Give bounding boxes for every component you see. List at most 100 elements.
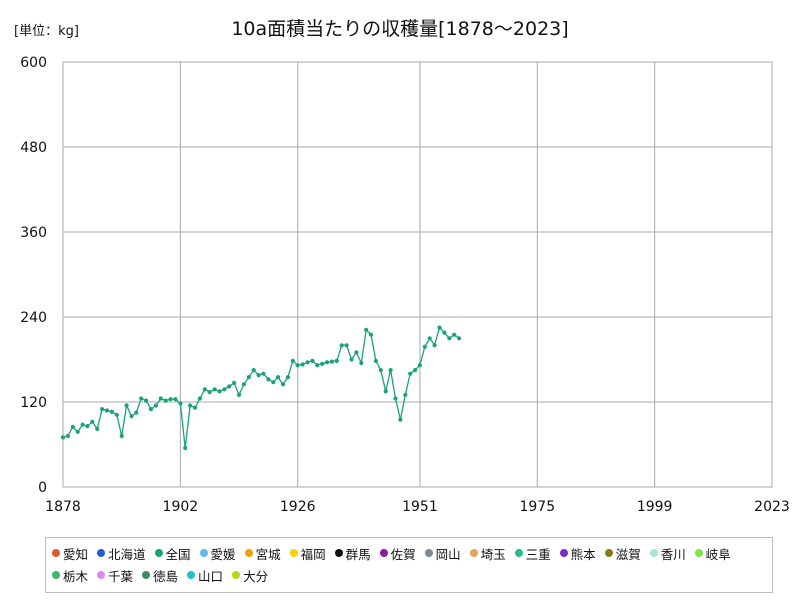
data-point	[266, 377, 271, 382]
data-point	[148, 407, 154, 412]
data-point	[398, 417, 403, 422]
data-point	[393, 396, 398, 401]
legend-label: 千葉	[108, 568, 134, 584]
data-point	[227, 384, 232, 389]
data-point	[212, 387, 217, 392]
data-point	[285, 375, 290, 380]
data-point	[359, 360, 364, 366]
legend-marker-icon	[424, 549, 433, 557]
y-tick-label: 0	[38, 480, 47, 496]
data-point	[153, 403, 158, 408]
legend-label: 三重	[525, 546, 551, 562]
data-point	[104, 408, 110, 413]
data-point	[119, 433, 124, 439]
y-tick-label: 120	[20, 395, 47, 411]
legend-item: 岡山	[424, 544, 461, 562]
legend-item: 大分	[232, 566, 268, 584]
legend-item: 熊本	[559, 544, 596, 562]
x-tick-label: 2023	[754, 499, 790, 515]
unit-label: [単位：kg]	[14, 24, 79, 39]
legend-marker-icon	[154, 549, 163, 557]
data-point	[197, 396, 202, 401]
legend-label: 埼玉	[480, 546, 506, 562]
data-point	[432, 343, 437, 348]
data-point	[75, 429, 80, 434]
data-point	[388, 368, 393, 373]
data-point	[158, 396, 163, 401]
x-tick-label: 1926	[280, 499, 316, 515]
legend-label: 岐阜	[705, 546, 731, 562]
data-point	[134, 410, 139, 415]
legend-label: 北海道	[108, 546, 146, 562]
legend-marker-icon	[469, 549, 478, 557]
data-point	[344, 343, 349, 348]
legend-item: 徳島	[142, 566, 178, 584]
axis-labels: 0 120 240 360 480 600 1878 1902 1926 1951 1975 1999…	[20, 55, 790, 515]
legend-marker-icon	[604, 549, 613, 557]
y-tick-label: 240	[20, 310, 47, 326]
legend-marker-icon	[97, 571, 106, 579]
legend-marker-icon	[244, 549, 253, 557]
legend-label: 愛知	[63, 546, 89, 562]
legend-marker-icon	[379, 549, 388, 557]
data-point	[368, 332, 374, 337]
data-point	[378, 368, 383, 373]
legend-item: 宮城	[244, 544, 281, 562]
data-point	[65, 433, 70, 439]
data-point	[329, 359, 334, 364]
legend-label: 滋賀	[615, 546, 641, 562]
data-point	[334, 358, 339, 363]
legend-label: 栃木	[63, 568, 89, 584]
legend-label: 宮城	[255, 546, 281, 562]
data-point	[295, 363, 300, 368]
data-point	[70, 424, 75, 429]
data-point	[207, 390, 212, 395]
data-point	[413, 368, 418, 373]
data-point	[163, 398, 168, 403]
data-point	[246, 375, 251, 380]
legend-item: 北海道	[97, 544, 146, 562]
legend-item: 栃木	[52, 566, 88, 584]
data-point	[90, 419, 95, 424]
data-point	[437, 325, 442, 330]
data-point	[222, 387, 227, 392]
data-point	[241, 382, 246, 387]
legend-marker-icon	[142, 571, 151, 579]
legend-label: 群馬	[345, 546, 371, 562]
legend-item: 福岡	[289, 544, 326, 562]
legend-marker-icon	[52, 549, 60, 557]
legend-marker-icon	[97, 549, 106, 557]
data-point	[60, 435, 66, 440]
data-point	[452, 332, 457, 337]
legend-marker-icon	[514, 549, 523, 557]
x-tick-label: 1902	[163, 499, 199, 515]
legend-label: 大分	[243, 568, 269, 584]
legend-label: 福岡	[300, 546, 326, 562]
data-point	[320, 361, 325, 366]
legend-item: 山口	[187, 566, 223, 584]
data-point	[202, 387, 207, 392]
legend-marker-icon	[187, 571, 196, 579]
legend-marker-icon	[289, 549, 298, 557]
legend-item: 滋賀	[604, 544, 641, 562]
data-point	[315, 363, 320, 368]
data-point	[300, 362, 305, 367]
data-point	[290, 358, 295, 363]
legend-marker-icon	[232, 571, 241, 579]
data-point	[139, 396, 144, 401]
data-point	[261, 371, 266, 376]
legend-label: 山口	[198, 568, 224, 584]
data-point	[129, 414, 134, 419]
data-point	[114, 412, 119, 417]
legend-marker-icon	[559, 549, 568, 557]
data-point	[80, 422, 85, 427]
data-point	[364, 327, 369, 332]
legend-marker-icon	[649, 549, 658, 557]
data-point	[403, 392, 408, 397]
legend-item: 岐阜	[694, 544, 731, 562]
legend-label: 佐賀	[390, 546, 416, 562]
data-point	[168, 397, 173, 402]
legend-marker-icon	[694, 549, 703, 557]
legend-label: 愛媛	[210, 546, 236, 562]
data-point	[339, 343, 344, 348]
